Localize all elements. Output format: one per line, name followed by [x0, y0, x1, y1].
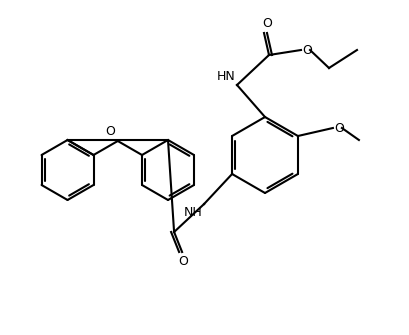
Text: O: O [301, 44, 311, 57]
Text: O: O [333, 122, 343, 134]
Text: NH: NH [183, 206, 202, 219]
Text: HN: HN [216, 70, 234, 83]
Text: O: O [261, 17, 271, 30]
Text: O: O [178, 255, 188, 268]
Text: O: O [105, 125, 115, 138]
